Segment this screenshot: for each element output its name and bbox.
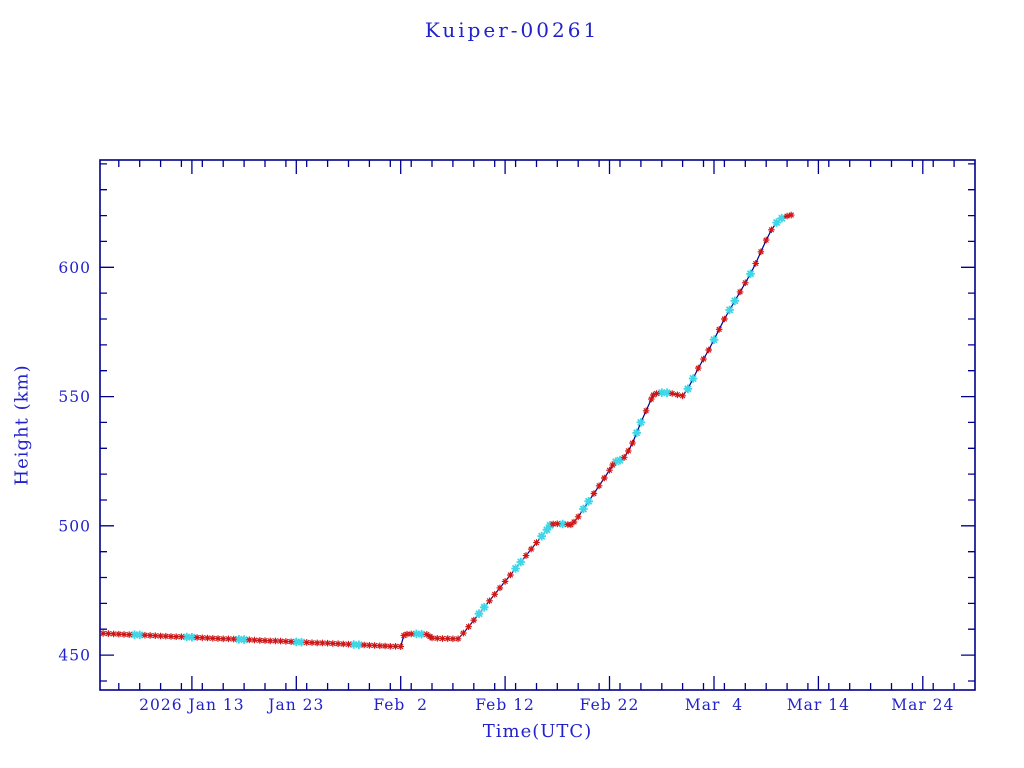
height-line — [103, 214, 792, 648]
y-tick-label: 600 — [58, 259, 91, 277]
x-tick-label: Mar 24 — [891, 696, 954, 714]
x-tick-label: Feb 2 — [373, 696, 428, 714]
x-tick-label: 2026 Jan 13 — [139, 696, 244, 714]
x-tick-label: Mar 4 — [685, 696, 743, 714]
chart-title: Kuiper-00261 — [424, 18, 600, 42]
x-tick-label: Jan 23 — [266, 696, 324, 714]
x-axis-label: Time(UTC) — [482, 721, 593, 742]
cyan-markers — [130, 213, 787, 650]
red-markers — [99, 211, 795, 650]
plot-frame — [99, 159, 976, 691]
y-tick-label: 550 — [58, 388, 91, 406]
x-tick-label: Mar 14 — [787, 696, 850, 714]
y-tick-label: 500 — [58, 517, 91, 535]
y-tick-label: 450 — [58, 647, 91, 665]
x-tick-label: Feb 22 — [580, 696, 640, 714]
axis-ticks — [100, 160, 975, 690]
x-tick-label: Feb 12 — [475, 696, 535, 714]
